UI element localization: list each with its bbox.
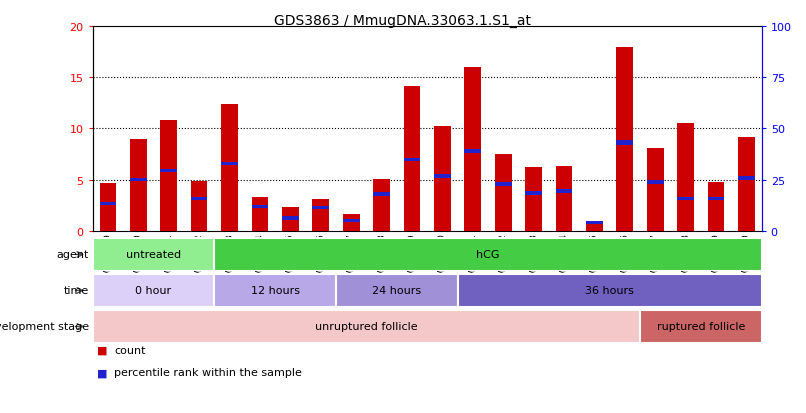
- Bar: [677, 197, 694, 201]
- Bar: [93, 311, 640, 343]
- Bar: [677, 124, 694, 231]
- Bar: [586, 221, 603, 231]
- Bar: [708, 182, 725, 231]
- Bar: [130, 139, 147, 231]
- Bar: [738, 137, 755, 231]
- Text: untreated: untreated: [126, 250, 181, 260]
- Bar: [343, 219, 359, 222]
- Bar: [464, 68, 481, 231]
- Bar: [373, 193, 390, 197]
- Bar: [191, 181, 207, 231]
- Bar: [221, 162, 238, 166]
- Text: 24 hours: 24 hours: [372, 286, 422, 296]
- Bar: [191, 197, 207, 201]
- Bar: [647, 149, 663, 231]
- Text: percentile rank within the sample: percentile rank within the sample: [114, 368, 302, 377]
- Bar: [282, 216, 299, 220]
- Text: 36 hours: 36 hours: [585, 286, 634, 296]
- Bar: [434, 127, 451, 231]
- Bar: [495, 183, 512, 186]
- Text: 0 hour: 0 hour: [135, 286, 172, 296]
- Bar: [93, 275, 214, 307]
- Text: 12 hours: 12 hours: [251, 286, 300, 296]
- Bar: [404, 158, 421, 162]
- Text: agent: agent: [56, 250, 89, 260]
- Bar: [458, 275, 762, 307]
- Bar: [343, 215, 359, 231]
- Text: ■: ■: [97, 368, 107, 377]
- Bar: [555, 167, 572, 231]
- Bar: [373, 179, 390, 231]
- Bar: [336, 275, 458, 307]
- Text: development stage: development stage: [0, 322, 89, 332]
- Text: ■: ■: [97, 345, 107, 355]
- Text: unruptured follicle: unruptured follicle: [315, 322, 418, 332]
- Text: GDS3863 / MmugDNA.33063.1.S1_at: GDS3863 / MmugDNA.33063.1.S1_at: [275, 14, 531, 28]
- Bar: [586, 221, 603, 224]
- Bar: [526, 168, 542, 231]
- Bar: [214, 275, 336, 307]
- Bar: [251, 197, 268, 231]
- Bar: [647, 180, 663, 184]
- Bar: [99, 202, 116, 206]
- Bar: [99, 183, 116, 231]
- Bar: [617, 141, 634, 145]
- Bar: [130, 178, 147, 181]
- Bar: [93, 239, 214, 271]
- Bar: [160, 169, 177, 173]
- Bar: [160, 121, 177, 231]
- Bar: [640, 311, 762, 343]
- Bar: [434, 175, 451, 178]
- Bar: [464, 150, 481, 154]
- Bar: [214, 239, 762, 271]
- Bar: [526, 192, 542, 195]
- Bar: [282, 208, 299, 231]
- Text: count: count: [114, 345, 146, 355]
- Bar: [708, 197, 725, 201]
- Bar: [555, 190, 572, 193]
- Bar: [313, 207, 329, 210]
- Bar: [251, 205, 268, 209]
- Text: ruptured follicle: ruptured follicle: [657, 322, 745, 332]
- Bar: [617, 48, 634, 231]
- Bar: [738, 177, 755, 180]
- Bar: [221, 104, 238, 231]
- Text: time: time: [64, 286, 89, 296]
- Bar: [495, 154, 512, 231]
- Bar: [313, 199, 329, 231]
- Bar: [404, 87, 421, 231]
- Text: hCG: hCG: [476, 250, 500, 260]
